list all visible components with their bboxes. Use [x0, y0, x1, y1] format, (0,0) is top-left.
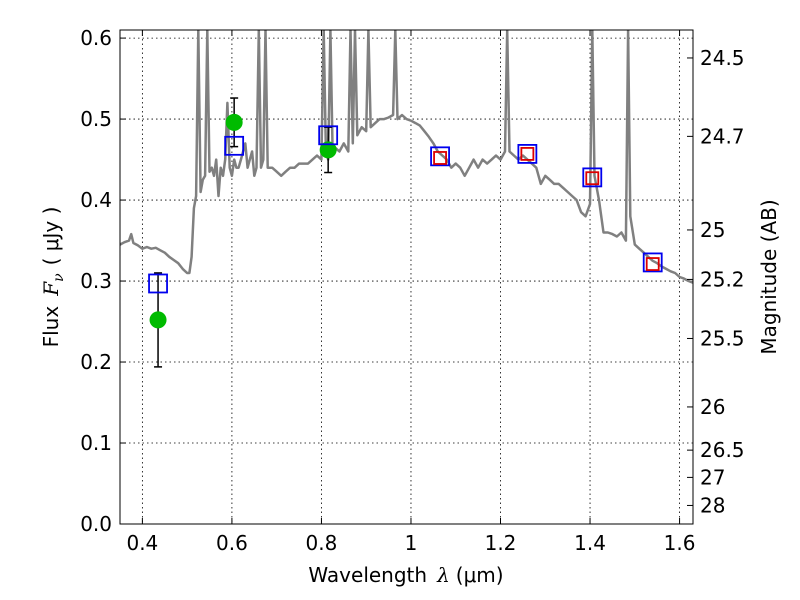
model-point — [517, 144, 538, 164]
model-point — [642, 252, 663, 273]
spectrum-layer — [120, 30, 693, 284]
y2-tick-label: 25.5 — [700, 326, 745, 350]
x-tick-label: 1.6 — [664, 531, 696, 555]
spectrum-line — [120, 30, 693, 284]
y-axis-ticks: 0.0 0.1 0.2 0.3 0.4 0.5 0.6 — [80, 26, 126, 536]
points-layer — [148, 97, 663, 368]
y-axis-title: FluxFν( μJy ) — [39, 207, 67, 348]
y-tick-label: 0.3 — [80, 269, 112, 293]
x-tick-label: 1.2 — [485, 531, 517, 555]
x-tick-label: 1.4 — [574, 531, 606, 555]
x-axis-title: Wavelength λ (μm) — [308, 563, 503, 587]
observed-point — [225, 113, 243, 131]
y2-tick-label: 25 — [700, 218, 725, 242]
secondary-model-point — [585, 171, 600, 186]
y2-tick-label: 26 — [700, 395, 725, 419]
y2-tick-label: 24.5 — [700, 46, 745, 70]
y2-axis-title: Magnitude (AB) — [757, 199, 781, 354]
y2-tick-label: 28 — [700, 493, 725, 517]
observed-point — [319, 141, 337, 159]
secondary-model-point — [520, 147, 535, 161]
x-axis-ticks: 0.4 0.6 0.8 1 1.2 1.4 1.6 — [126, 30, 695, 555]
y-tick-label: 0.2 — [80, 350, 112, 374]
secondary-model-point — [433, 151, 447, 165]
y-tick-label: 0.4 — [80, 188, 112, 212]
y-tick-label: 0.1 — [80, 431, 112, 455]
y-tick-label: 0.0 — [80, 512, 112, 536]
y2-tick-label: 27 — [700, 465, 725, 489]
model-point — [582, 167, 603, 188]
observed-point — [149, 311, 167, 329]
x-tick-label: 0.4 — [126, 531, 158, 555]
plot-frame — [119, 29, 694, 525]
x-tick-label: 0.8 — [306, 531, 338, 555]
x-tick-label: 1 — [405, 531, 418, 555]
y-tick-label: 0.5 — [80, 107, 112, 131]
model-point — [318, 125, 339, 146]
y2-tick-label: 24.7 — [700, 124, 745, 148]
model-point — [148, 273, 168, 294]
y2-axis-ticks: 24.5 24.7 25 25.2 25.5 26 26.5 27 28 — [687, 46, 745, 517]
secondary-model-point — [645, 257, 660, 271]
y2-tick-label: 26.5 — [700, 438, 745, 462]
y2-tick-label: 25.2 — [700, 267, 745, 291]
x-tick-label: 0.6 — [216, 531, 248, 555]
model-point — [430, 146, 450, 167]
y-tick-label: 0.6 — [80, 26, 112, 50]
model-point — [224, 135, 245, 156]
